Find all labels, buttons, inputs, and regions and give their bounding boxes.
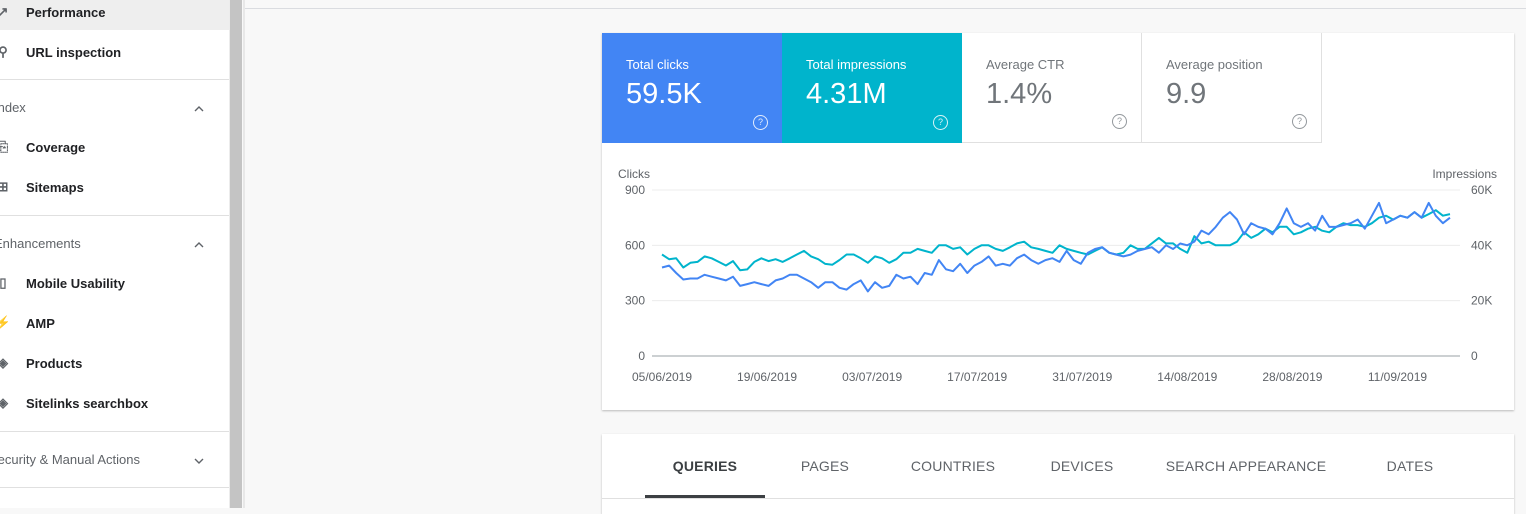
dimension-tabs-card: QUERIES PAGES COUNTRIES DEVICES SEARCH A… bbox=[602, 434, 1514, 514]
sidebar-divider bbox=[0, 79, 229, 80]
help-icon[interactable]: ? bbox=[1292, 114, 1307, 129]
x-tick-label: 28/08/2019 bbox=[1262, 370, 1322, 384]
sidebar-item-sitemaps[interactable]: ⊞ Sitemaps bbox=[0, 169, 229, 205]
sidebar-item-label: Sitemaps bbox=[26, 179, 84, 195]
x-tick-label: 19/06/2019 bbox=[737, 370, 797, 384]
metric-value: 9.9 bbox=[1166, 78, 1207, 110]
sidebar-item-label: AMP bbox=[26, 315, 55, 331]
sitemap-icon: ⊞ bbox=[0, 179, 9, 194]
sidebar-item-mobile-usability[interactable]: ▯ Mobile Usability bbox=[0, 265, 229, 301]
sidebar-item-performance[interactable]: ↗ Performance bbox=[0, 0, 229, 30]
metric-value: 59.5K bbox=[626, 78, 702, 110]
help-icon[interactable]: ? bbox=[753, 115, 768, 130]
tab-queries[interactable]: QUERIES bbox=[672, 458, 738, 474]
layers-icon: ◈ bbox=[0, 395, 8, 410]
y-tick-label-right: 40K bbox=[1471, 238, 1492, 252]
sidebar-divider bbox=[0, 215, 229, 216]
smartphone-icon: ▯ bbox=[0, 275, 7, 290]
section-header-label: Index bbox=[0, 99, 26, 115]
sidebar-item-label: Coverage bbox=[26, 139, 86, 155]
y-axis-title-right: Impressions bbox=[1432, 167, 1497, 181]
section-header-label: Security & Manual Actions bbox=[0, 451, 141, 467]
tab-pages[interactable]: PAGES bbox=[800, 458, 850, 474]
metric-value: 1.4% bbox=[986, 78, 1053, 110]
sidebar-divider bbox=[0, 487, 229, 488]
tab-devices[interactable]: DEVICES bbox=[1050, 458, 1114, 474]
tab-dates[interactable]: DATES bbox=[1386, 458, 1434, 474]
metric-value: 4.31M bbox=[806, 78, 887, 110]
performance-card: Total clicks 59.5K ? Total impressions 4… bbox=[602, 33, 1514, 410]
chevron-up-icon bbox=[194, 236, 204, 251]
header-divider bbox=[245, 8, 1526, 9]
sidebar-item-label: Sitelinks searchbox bbox=[26, 395, 149, 411]
sidebar-scrollbar-thumb[interactable] bbox=[230, 0, 242, 508]
sidebar-item-url-inspection[interactable]: ⚲ URL inspection bbox=[0, 34, 229, 70]
y-tick-label-right: 60K bbox=[1471, 183, 1492, 197]
metric-average-position[interactable]: Average position 9.9 ? bbox=[1142, 33, 1322, 143]
tabs-divider bbox=[602, 498, 1514, 499]
chevron-down-icon bbox=[194, 452, 204, 467]
section-header-label: Enhancements bbox=[0, 235, 81, 251]
metric-total-clicks[interactable]: Total clicks 59.5K ? bbox=[602, 33, 782, 143]
sidebar-item-products[interactable]: ◈ Products bbox=[0, 345, 229, 381]
tab-countries[interactable]: COUNTRIES bbox=[910, 458, 996, 474]
sidebar-item-label: URL inspection bbox=[26, 44, 122, 60]
layers-icon: ◈ bbox=[0, 355, 8, 370]
content-edge bbox=[243, 0, 245, 508]
search-icon: ⚲ bbox=[0, 44, 8, 59]
metric-label: Total clicks bbox=[626, 57, 689, 72]
sidebar-item-label: Products bbox=[26, 355, 83, 371]
metric-label: Average position bbox=[1166, 57, 1263, 72]
y-tick-label-left: 300 bbox=[625, 294, 645, 308]
section-header-index[interactable]: Index bbox=[0, 89, 229, 125]
y-tick-label-left: 900 bbox=[625, 183, 645, 197]
series-line-clicks bbox=[661, 201, 1451, 293]
help-icon[interactable]: ? bbox=[1112, 114, 1127, 129]
metric-average-ctr[interactable]: Average CTR 1.4% ? bbox=[962, 33, 1142, 143]
chevron-up-icon bbox=[194, 100, 204, 115]
trending-up-icon: ↗ bbox=[0, 4, 9, 19]
sidebar-item-sitelinks-searchbox[interactable]: ◈ Sitelinks searchbox bbox=[0, 385, 229, 421]
section-header-security[interactable]: Security & Manual Actions bbox=[0, 441, 229, 477]
x-tick-label: 14/08/2019 bbox=[1157, 370, 1217, 384]
y-tick-label-left: 600 bbox=[625, 238, 645, 252]
lightning-icon: ⚡ bbox=[0, 315, 12, 330]
x-tick-label: 03/07/2019 bbox=[842, 370, 902, 384]
series-line-impressions bbox=[661, 209, 1451, 272]
sidebar-item-coverage[interactable]: ⎘ Coverage bbox=[0, 129, 229, 165]
metric-label: Average CTR bbox=[986, 57, 1065, 72]
section-header-enhancements[interactable]: Enhancements bbox=[0, 225, 229, 261]
file-copy-icon: ⎘ bbox=[0, 139, 9, 154]
y-axis-title-left: Clicks bbox=[618, 167, 650, 181]
x-tick-label: 31/07/2019 bbox=[1052, 370, 1112, 384]
tab-search-appearance[interactable]: SEARCH APPEARANCE bbox=[1165, 458, 1327, 474]
metric-total-impressions[interactable]: Total impressions 4.31M ? bbox=[782, 33, 962, 143]
y-tick-label-left: 0 bbox=[638, 349, 645, 363]
y-tick-label-right: 20K bbox=[1471, 294, 1492, 308]
help-icon[interactable]: ? bbox=[933, 115, 948, 130]
x-tick-label: 05/06/2019 bbox=[632, 370, 692, 384]
y-tick-label-right: 0 bbox=[1471, 349, 1478, 363]
sidebar-item-label: Performance bbox=[26, 4, 106, 20]
sidebar-nav: ↗ Performance ⚲ URL inspection Index ⎘ C… bbox=[0, 0, 229, 508]
x-tick-label: 17/07/2019 bbox=[947, 370, 1007, 384]
metric-label: Total impressions bbox=[806, 57, 907, 72]
active-tab-indicator bbox=[645, 495, 765, 498]
sidebar-item-amp[interactable]: ⚡ AMP bbox=[0, 305, 229, 341]
sidebar-divider bbox=[0, 431, 229, 432]
performance-chart[interactable]: Clicks Impressions 900 60K 600 40K 300 20K 0 0 05/… bbox=[602, 143, 1514, 410]
sidebar-item-label: Mobile Usability bbox=[26, 275, 125, 291]
x-tick-label: 11/09/2019 bbox=[1368, 370, 1427, 384]
